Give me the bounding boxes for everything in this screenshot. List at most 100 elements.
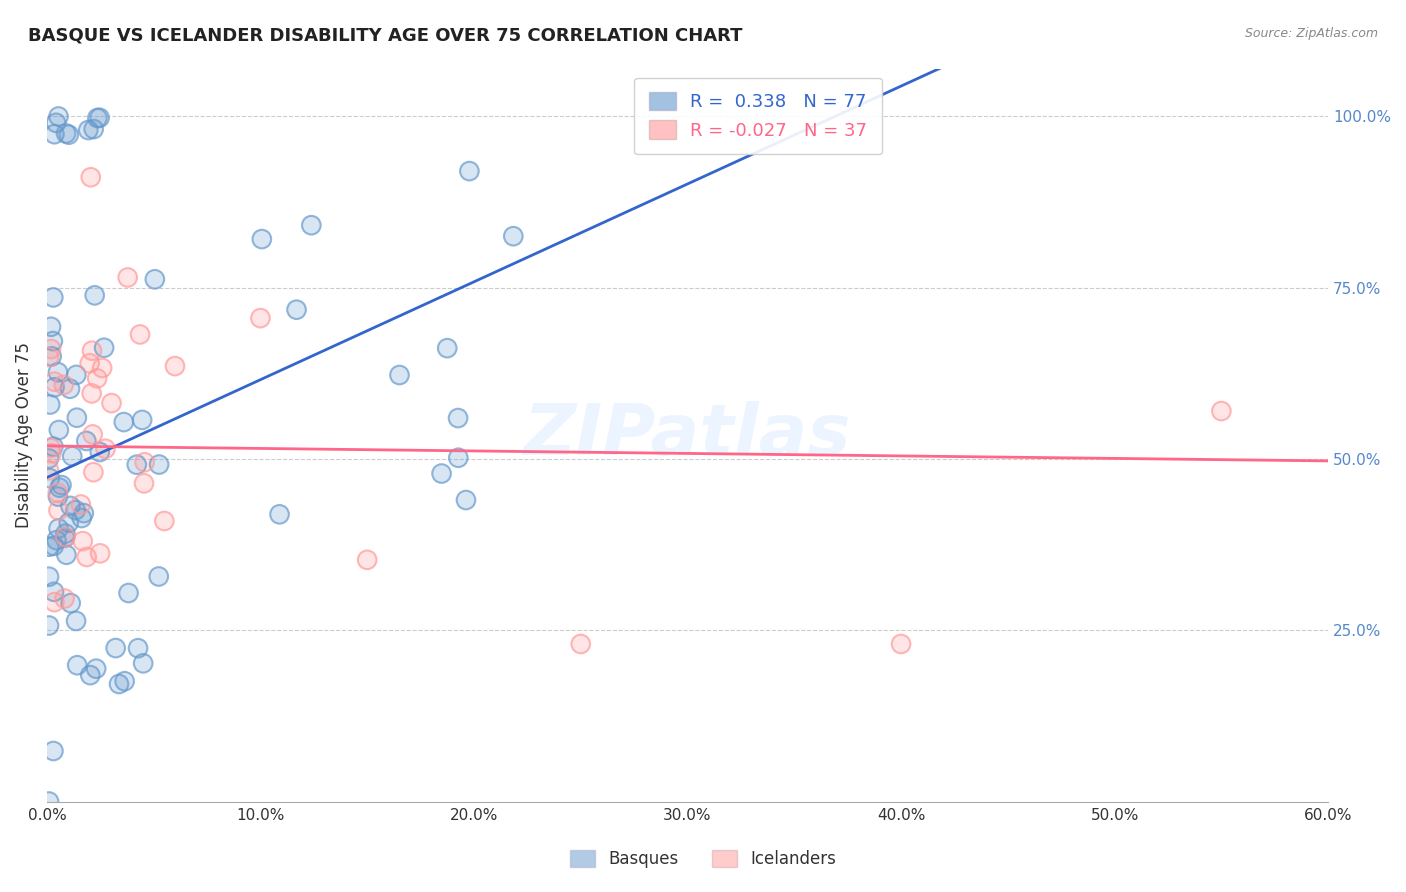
Point xyxy=(58,128,80,142)
Point xyxy=(42,539,65,553)
Point xyxy=(250,232,273,246)
Point xyxy=(91,361,114,376)
Point xyxy=(269,508,291,522)
Point xyxy=(52,377,75,392)
Point xyxy=(38,540,60,554)
Legend: R =  0.338   N = 77, R = -0.027   N = 37: R = 0.338 N = 77, R = -0.027 N = 37 xyxy=(634,78,882,154)
Point xyxy=(42,744,65,758)
Point xyxy=(447,411,470,425)
Point xyxy=(42,440,65,454)
Point xyxy=(42,539,65,553)
Point xyxy=(134,455,156,469)
Point xyxy=(80,343,103,358)
Point xyxy=(65,503,87,517)
Point xyxy=(44,375,66,389)
Point xyxy=(66,410,89,425)
Point xyxy=(77,123,100,137)
Point xyxy=(80,386,103,401)
Point xyxy=(125,458,148,472)
Point xyxy=(39,342,62,356)
Point xyxy=(502,229,524,244)
Point xyxy=(249,311,271,326)
Point xyxy=(1211,404,1233,418)
Point xyxy=(430,467,453,481)
Point xyxy=(436,341,458,355)
Point xyxy=(117,270,139,285)
Point xyxy=(45,533,67,548)
Point xyxy=(148,458,170,472)
Point xyxy=(75,434,97,448)
Point xyxy=(250,232,273,246)
Point xyxy=(38,471,60,485)
Point xyxy=(82,465,104,479)
Point xyxy=(45,116,67,130)
Point xyxy=(131,413,153,427)
Point xyxy=(44,380,66,394)
Point xyxy=(44,595,66,609)
Point xyxy=(285,302,308,317)
Point xyxy=(55,127,77,141)
Point xyxy=(59,382,82,396)
Point xyxy=(91,361,114,376)
Point xyxy=(143,272,166,286)
Point xyxy=(45,116,67,130)
Point xyxy=(39,397,62,411)
Point xyxy=(53,591,76,606)
Point xyxy=(66,658,89,673)
Point xyxy=(117,586,139,600)
Point xyxy=(44,595,66,609)
Point xyxy=(59,499,82,513)
Point xyxy=(269,508,291,522)
Point xyxy=(53,531,76,545)
Point xyxy=(569,637,592,651)
Point xyxy=(65,614,87,628)
Point xyxy=(58,128,80,142)
Point xyxy=(76,549,98,564)
Point xyxy=(75,434,97,448)
Point xyxy=(42,290,65,304)
Point xyxy=(44,380,66,394)
Point xyxy=(458,164,481,178)
Point xyxy=(48,521,70,535)
Point xyxy=(569,637,592,651)
Point xyxy=(1211,404,1233,418)
Point xyxy=(86,371,108,385)
Point xyxy=(502,229,524,244)
Point xyxy=(65,503,87,517)
Point xyxy=(129,327,152,342)
Point xyxy=(65,614,87,628)
Point xyxy=(59,499,82,513)
Point xyxy=(72,534,94,549)
Point xyxy=(52,377,75,392)
Point xyxy=(89,546,111,560)
Point xyxy=(46,365,69,379)
Point xyxy=(53,591,76,606)
Point xyxy=(89,445,111,459)
Point xyxy=(58,516,80,530)
Point xyxy=(38,795,60,809)
Point xyxy=(125,458,148,472)
Point xyxy=(80,170,103,185)
Point xyxy=(356,553,378,567)
Point xyxy=(86,371,108,385)
Point xyxy=(38,618,60,632)
Point xyxy=(100,396,122,410)
Point xyxy=(114,674,136,689)
Point xyxy=(117,586,139,600)
Point xyxy=(86,111,108,125)
Point xyxy=(77,123,100,137)
Point xyxy=(163,359,186,373)
Point xyxy=(299,218,322,232)
Point xyxy=(38,570,60,584)
Point xyxy=(131,413,153,427)
Point xyxy=(58,516,80,530)
Point xyxy=(55,526,77,541)
Point xyxy=(70,511,93,525)
Point xyxy=(38,795,60,809)
Point xyxy=(46,490,69,504)
Point xyxy=(38,350,60,364)
Point xyxy=(53,530,76,544)
Point xyxy=(94,442,117,456)
Point xyxy=(79,668,101,682)
Point xyxy=(39,397,62,411)
